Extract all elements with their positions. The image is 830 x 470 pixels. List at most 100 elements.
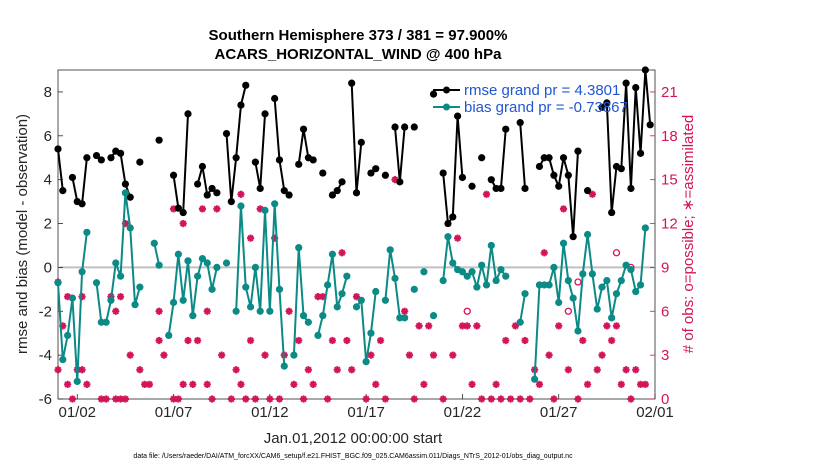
rmse-point	[179, 208, 187, 217]
obs-assimilated-marker	[521, 336, 529, 345]
bias-point	[126, 224, 134, 232]
rmse-point	[391, 123, 399, 131]
bias-line-segment	[519, 293, 526, 323]
bias-point	[636, 281, 645, 289]
obs-assimilated-marker	[328, 336, 337, 345]
rmse-point	[126, 193, 134, 201]
bias-point	[150, 239, 158, 247]
rmse-point	[574, 147, 582, 155]
rmse-point	[97, 156, 105, 164]
obs-assimilated-marker	[208, 395, 216, 403]
rmse-point	[410, 123, 418, 131]
bias-point	[502, 272, 510, 280]
y-tick-label: 4	[44, 172, 52, 189]
rmse-point	[487, 176, 495, 184]
rmse-line-segment	[57, 148, 64, 191]
obs-assimilated-marker	[237, 190, 245, 198]
y-right-tick-label: 9	[661, 259, 669, 276]
bias-point	[92, 279, 101, 287]
bias-point	[386, 246, 394, 254]
bias-point	[482, 281, 491, 289]
bias-point	[555, 298, 563, 307]
x-axis-label: Jan.01,2012 00:00:00 start	[264, 430, 443, 447]
bias-point	[203, 259, 211, 267]
obs-assimilated-marker	[285, 307, 293, 315]
obs-assimilated-marker	[174, 395, 182, 403]
obs-assimilated-marker	[179, 219, 187, 228]
bias-point	[261, 206, 269, 214]
obs-assimilated-marker	[155, 336, 163, 345]
rmse-point	[319, 169, 327, 177]
rmse-point	[275, 156, 284, 164]
bias-point	[564, 276, 572, 285]
obs-assimilated-marker	[550, 395, 558, 403]
obs-assimilated-marker	[588, 190, 597, 198]
legend-bias-label: bias grand pr = -0.73867	[464, 99, 628, 116]
rmse-point	[261, 110, 269, 118]
rmse-point	[309, 156, 317, 164]
rmse-point	[454, 112, 462, 120]
obs-assimilated-marker	[218, 351, 226, 359]
rmse-point	[83, 154, 91, 162]
rmse-point	[121, 180, 130, 188]
bias-point	[324, 281, 332, 289]
obs-assimilated-marker	[463, 322, 471, 330]
obs-assimilated-marker	[116, 293, 125, 301]
obs-assimilated-marker	[261, 351, 269, 359]
bias-point	[444, 233, 452, 241]
bias-point	[617, 276, 625, 285]
bias-point	[213, 263, 221, 271]
rmse-point	[555, 182, 563, 190]
x-tick-label: 01/17	[347, 404, 385, 421]
obs-assimilated-marker	[266, 395, 274, 403]
y-tick-label: 8	[44, 84, 52, 101]
obs-assimilated-marker	[116, 395, 125, 403]
bias-point	[314, 331, 322, 339]
obs-assimilated-marker	[478, 395, 486, 403]
bias-point	[275, 285, 284, 293]
obs-assimilated-marker	[54, 366, 62, 374]
rmse-point	[92, 151, 101, 160]
obs-assimilated-marker	[290, 380, 298, 388]
rmse-point	[107, 154, 115, 162]
y-right-tick-label: 6	[661, 303, 669, 320]
bias-point	[439, 276, 447, 285]
bias-point	[593, 305, 601, 313]
bias-point	[550, 263, 558, 271]
rmse-point	[237, 101, 245, 109]
obs-possible-marker	[564, 307, 572, 315]
obs-assimilated-marker	[617, 380, 625, 388]
rmse-point	[396, 178, 404, 186]
obs-assimilated-marker	[112, 307, 120, 315]
bias-point	[362, 358, 370, 366]
bias-point	[179, 296, 187, 304]
obs-possible-marker	[463, 307, 471, 315]
obs-assimilated-marker	[405, 351, 414, 359]
rmse-point	[184, 110, 192, 118]
obs-assimilated-marker	[511, 322, 519, 330]
bias-point	[579, 270, 587, 278]
bias-point	[603, 276, 611, 285]
bias-point	[468, 268, 476, 276]
obs-assimilated-marker	[579, 336, 587, 345]
obs-assimilated-marker	[410, 395, 418, 403]
rmse-point	[636, 149, 645, 157]
obs-assimilated-marker	[324, 395, 332, 403]
obs-assimilated-marker	[608, 336, 616, 345]
rmse-point	[116, 149, 125, 157]
obs-assimilated-marker	[598, 351, 606, 359]
rmse-point	[203, 191, 211, 199]
obs-assimilated-marker	[275, 395, 284, 403]
rmse-point	[78, 200, 86, 208]
y-right-tick-label: 21	[661, 84, 678, 101]
bias-point	[78, 268, 86, 276]
obs-assimilated-marker	[632, 366, 640, 374]
rmse-point	[603, 99, 611, 107]
rmse-point	[632, 83, 640, 92]
bias-point	[155, 261, 163, 269]
bias-point	[516, 318, 524, 326]
obs-assimilated-marker	[458, 322, 467, 330]
rmse-point	[352, 189, 361, 197]
bias-point	[290, 351, 298, 359]
rmse-point	[213, 189, 221, 197]
